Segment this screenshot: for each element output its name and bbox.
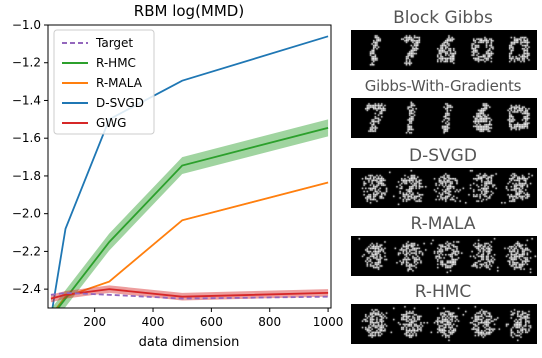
- legend-label-gwg: GWG: [96, 116, 126, 130]
- legend-label-target: Target: [95, 36, 133, 50]
- sample-strip: [351, 30, 537, 70]
- series-line-gwg: [50, 288, 329, 300]
- chart-title: RBM log(MMD): [134, 2, 244, 20]
- series-line-r-mala: [55, 181, 329, 308]
- y-tick-label: −1.8: [12, 169, 41, 183]
- sample-digits-image: [351, 98, 537, 138]
- y-tick-label: −1.2: [12, 56, 41, 70]
- sample-panel-title: R-MALA: [410, 214, 476, 234]
- y-tick-label: −2.0: [12, 207, 41, 221]
- y-tick-label: −2.4: [12, 282, 41, 296]
- y-tick-label: −1.6: [12, 131, 41, 145]
- band-r-hmc: [51, 119, 329, 308]
- sample-panel: R-MALA: [344, 214, 542, 280]
- sample-panel-title: R-HMC: [414, 282, 472, 302]
- sample-digits-image: [351, 168, 537, 208]
- x-tick-label: 400: [142, 315, 165, 329]
- sample-panel: Block Gibbs: [344, 8, 542, 74]
- sample-panel: R-HMC: [344, 282, 542, 348]
- sample-strip: [351, 168, 537, 208]
- y-tick-label: −1.4: [12, 93, 41, 107]
- sample-digits-image: [351, 304, 537, 344]
- x-tick-label: 1000: [313, 315, 344, 329]
- x-tick-label: 600: [200, 315, 223, 329]
- sample-panel: D-SVGD: [344, 146, 542, 212]
- sample-panel-title: Gibbs-With-Gradients: [364, 77, 522, 95]
- sample-panels: Block Gibbs Gibbs-With-Gradients D-SVGD R-M…: [344, 0, 542, 358]
- legend: Target R-HMC R-MALA D-SVGD GWG: [53, 29, 155, 135]
- sample-panel: Gibbs-With-Gradients: [344, 76, 542, 142]
- y-tick-label: −1.0: [12, 18, 41, 32]
- sample-panel-title: Block Gibbs: [393, 8, 493, 28]
- x-tick-label: 200: [83, 315, 106, 329]
- y-tick-label: −2.2: [12, 244, 41, 258]
- series-line-target: [50, 292, 329, 300]
- sample-strip: [351, 98, 537, 138]
- legend-label-r-hmc: R-HMC: [96, 56, 136, 70]
- legend-label-d-svgd: D-SVGD: [96, 96, 144, 110]
- rbm-mmd-chart: RBM log(MMD) 200 400 600 800 1000 −2.4 −2.2 −2.…: [12, 2, 344, 350]
- sample-digits-image: [351, 30, 537, 70]
- sample-strip: [351, 236, 537, 276]
- plot-frame: [47, 24, 332, 309]
- series-line-r-hmc: [57, 126, 329, 308]
- sample-strip: [351, 304, 537, 344]
- legend-label-r-mala: R-MALA: [96, 76, 143, 90]
- x-axis-label: data dimension: [139, 335, 240, 350]
- legend-box: [53, 29, 155, 135]
- x-tick-label: 800: [258, 315, 281, 329]
- sample-digits-image: [351, 236, 537, 276]
- sample-panel-title: D-SVGD: [409, 146, 477, 166]
